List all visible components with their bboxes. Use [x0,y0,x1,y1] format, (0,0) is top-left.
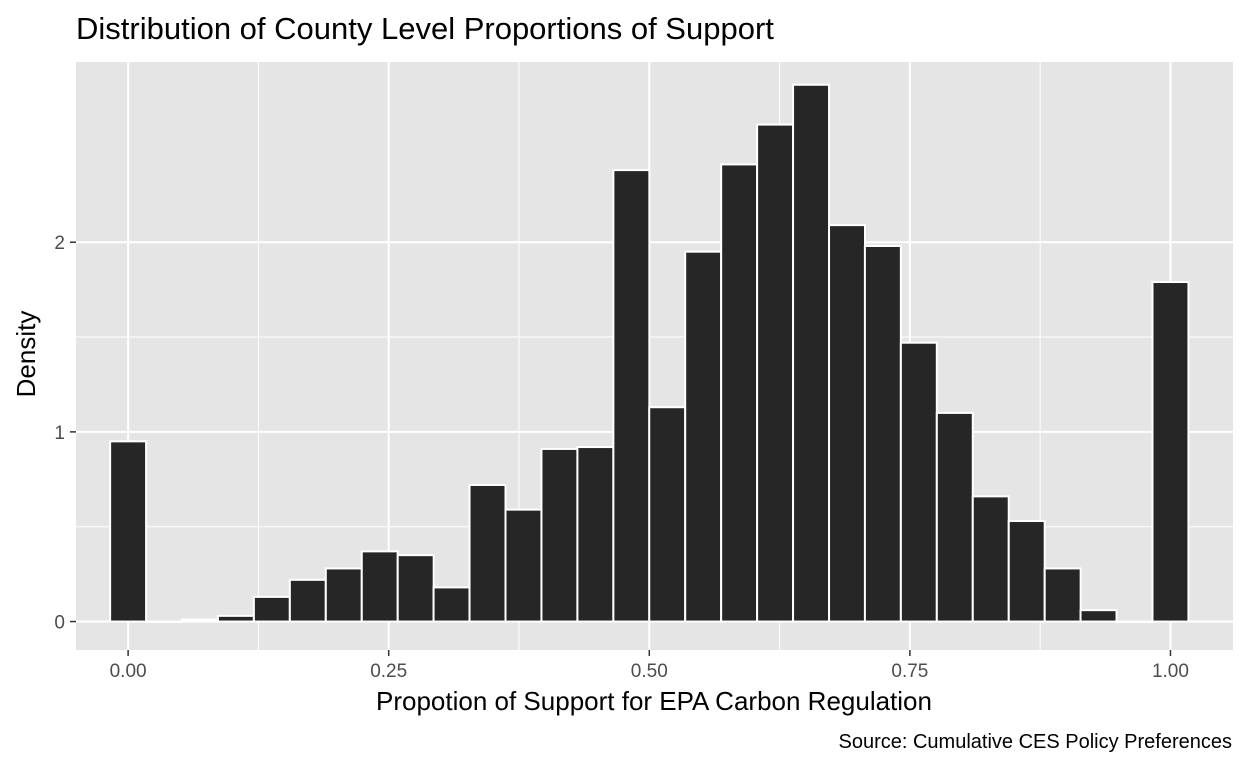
x-axis-title: Propotion of Support for EPA Carbon Regu… [376,686,932,716]
histogram-bar [145,620,184,624]
chart-title: Distribution of County Level Proportions… [76,11,774,46]
histogram-bar [684,250,723,623]
histogram-bar [360,550,399,623]
y-tick-label: 0 [54,613,65,634]
histogram-bar [1115,620,1154,624]
y-axis-title: Density [11,311,41,398]
histogram-bar [324,567,363,623]
histogram-bars [109,83,1190,624]
histogram-bar [468,483,507,623]
histogram-bar [792,83,831,623]
histogram-bar [504,508,543,623]
histogram-bar [1079,609,1118,623]
histogram-bar [216,614,255,623]
histogram-bar [432,586,471,623]
y-tick-label: 2 [54,233,65,254]
histogram-bar [828,224,867,623]
histogram-bar [576,446,615,623]
x-tick-label: 1.00 [1152,661,1189,682]
histogram-bar [612,169,651,623]
histogram-bar [899,341,938,623]
histogram-bar [288,578,327,623]
histogram-bar [1043,567,1082,623]
histogram-bar [863,244,902,623]
y-tick-label: 1 [54,423,65,444]
histogram-bar [109,440,148,623]
histogram-bar [1007,520,1046,623]
chart-caption: Source: Cumulative CES Policy Preference… [839,731,1233,753]
y-axis-ticks: 0 1 2 [54,233,76,634]
histogram-bar [720,163,759,623]
histogram-bar [1151,281,1190,623]
x-tick-label: 0.25 [370,661,407,682]
histogram-bar [396,554,435,623]
histogram-bar [971,495,1010,623]
x-tick-label: 0.00 [110,661,147,682]
x-tick-label: 0.75 [891,661,928,682]
histogram-bar [181,618,220,623]
histogram-bar [540,447,579,623]
histogram-bar [935,411,974,623]
x-axis-ticks: 0.00 0.25 0.50 0.75 1.00 [110,650,1189,682]
histogram-bar [648,406,687,623]
x-tick-label: 0.50 [631,661,668,682]
histogram-bar [756,123,795,623]
histogram-bar [252,595,291,623]
